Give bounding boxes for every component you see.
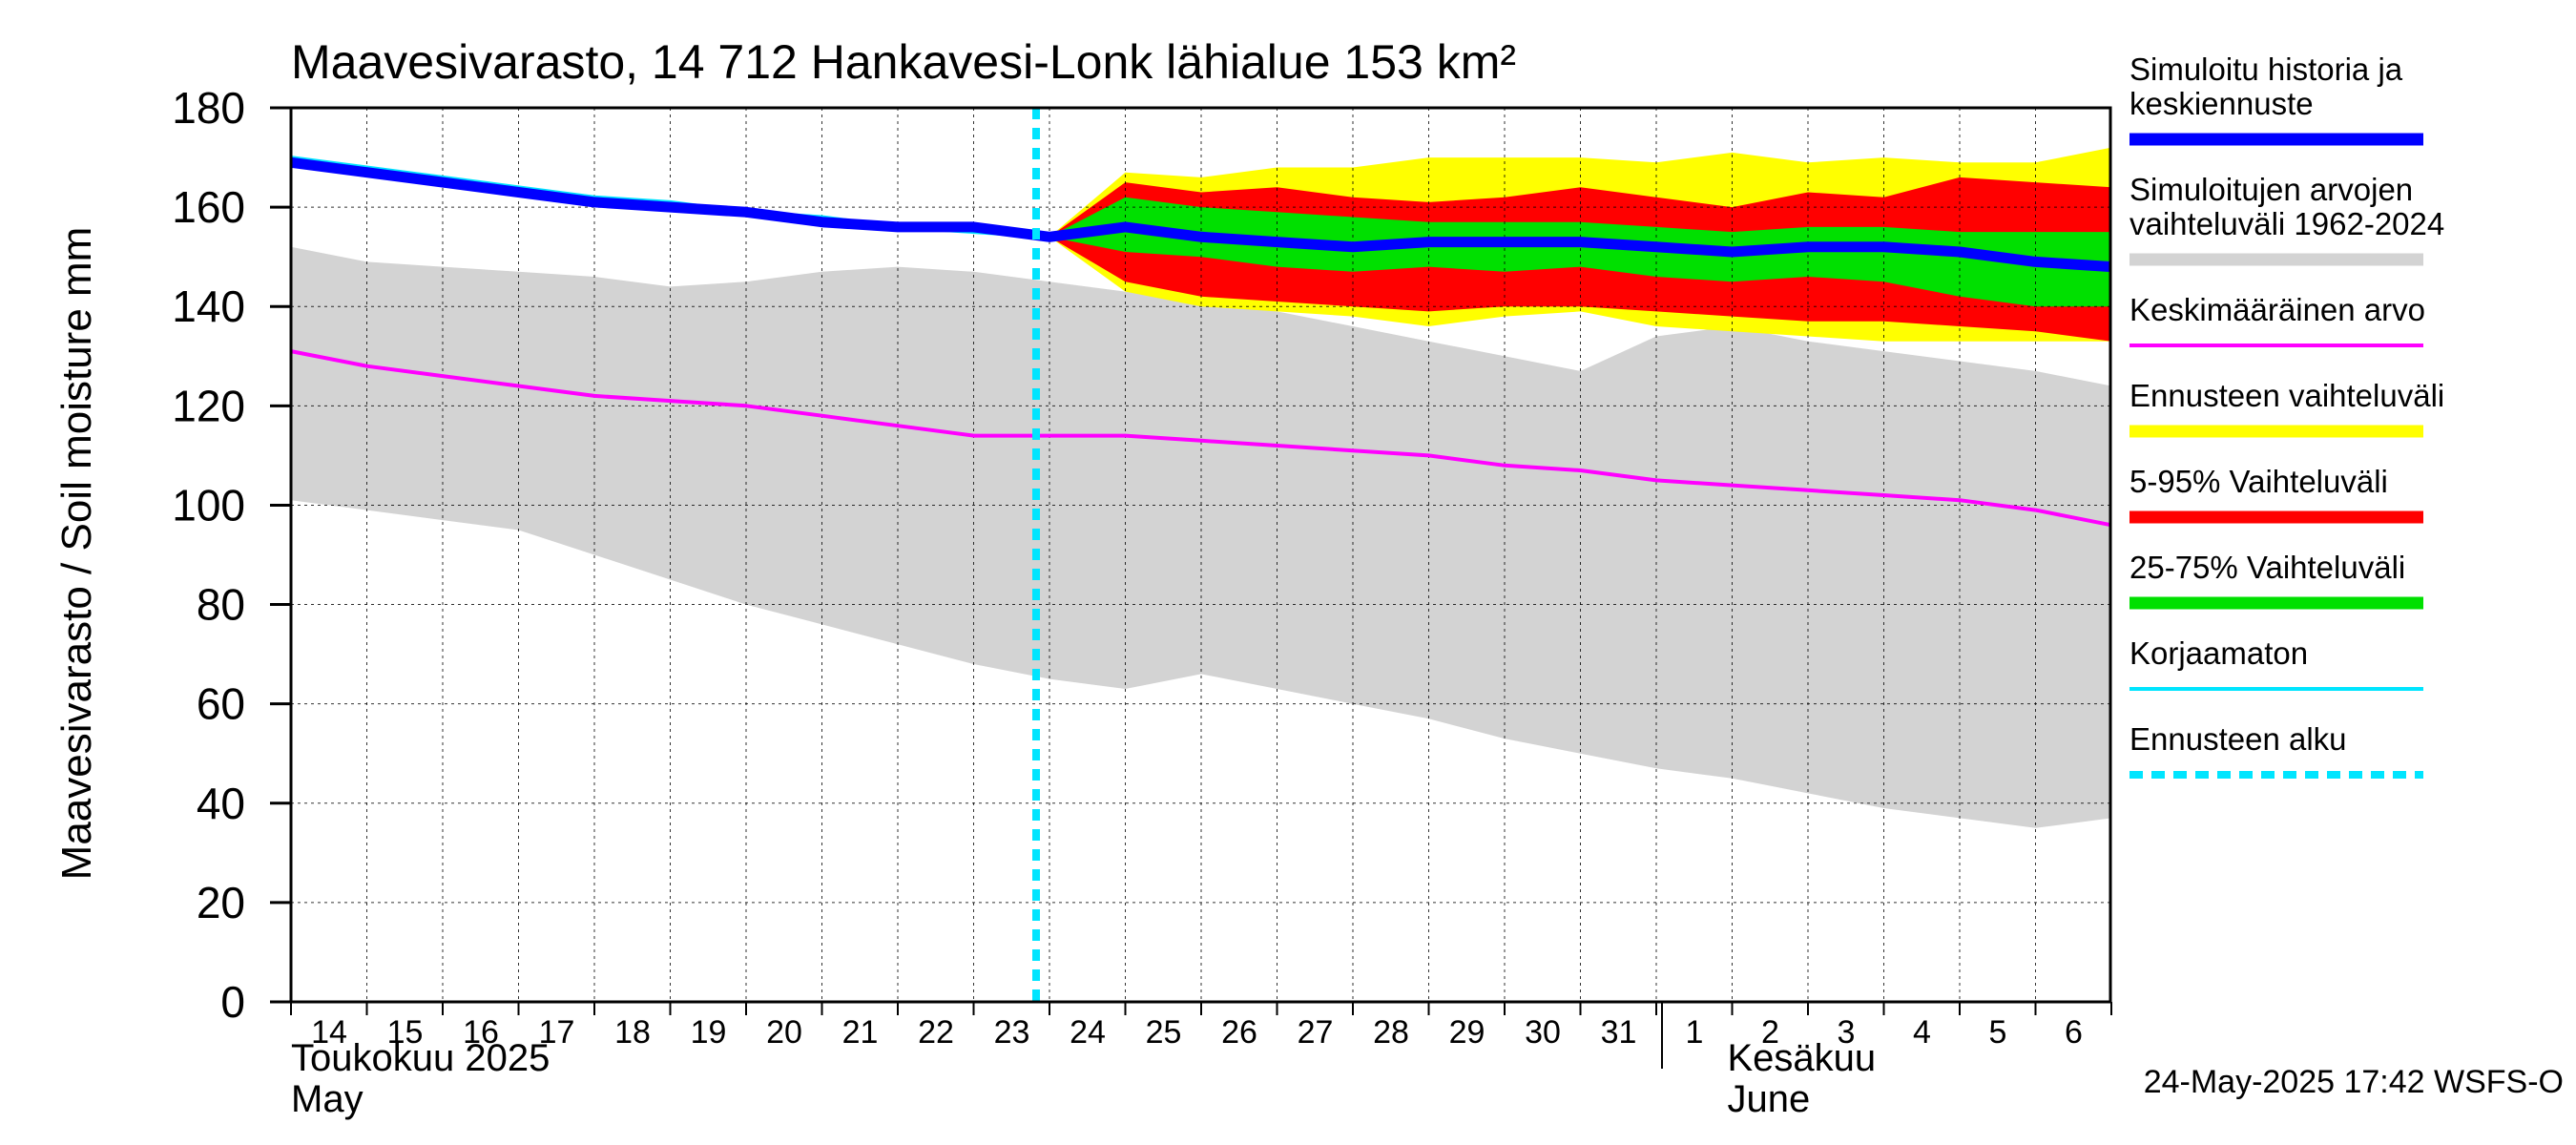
x-tick-label: 19 bbox=[691, 1014, 727, 1051]
x-tick-label: 15 bbox=[387, 1014, 424, 1051]
y-tick-label: 0 bbox=[220, 977, 245, 1027]
x-tick-label: 25 bbox=[1146, 1014, 1182, 1051]
y-tick-label: 100 bbox=[172, 480, 245, 530]
y-tick-label: 180 bbox=[172, 83, 245, 133]
y-tick-label: 140 bbox=[172, 281, 245, 331]
month-label: Kesäkuu bbox=[1728, 1037, 1877, 1079]
x-tick-label: 1 bbox=[1686, 1014, 1704, 1051]
legend-label: Korjaamaton bbox=[2129, 635, 2308, 671]
legend-label: Simuloitujen arvojen bbox=[2129, 172, 2413, 207]
x-tick-label: 22 bbox=[918, 1014, 954, 1051]
y-axis-label: Maavesivarasto / Soil moisture mm bbox=[53, 227, 100, 881]
x-tick-label: 18 bbox=[614, 1014, 651, 1051]
month-label: Toukokuu 2025 bbox=[291, 1037, 550, 1079]
x-tick-label: 28 bbox=[1373, 1014, 1409, 1051]
x-tick-label: 31 bbox=[1601, 1014, 1637, 1051]
series-line-0 bbox=[290, 349, 2112, 528]
x-tick-label: 23 bbox=[994, 1014, 1030, 1051]
y-tick-label: 80 bbox=[197, 580, 245, 630]
y-tick-label: 60 bbox=[197, 679, 245, 729]
y-tick-label: 40 bbox=[197, 779, 245, 828]
x-tick-label: 6 bbox=[2065, 1014, 2083, 1051]
legend-label: keskiennuste bbox=[2129, 86, 2314, 121]
legend-label: vaihteluväli 1962-2024 bbox=[2129, 206, 2444, 241]
x-tick-label: 29 bbox=[1449, 1014, 1485, 1051]
month-label-en: May bbox=[291, 1078, 364, 1120]
x-tick-label: 2 bbox=[1761, 1014, 1779, 1051]
legend-label: Keskimääräinen arvo bbox=[2129, 292, 2425, 327]
y-tick-label: 120 bbox=[172, 381, 245, 430]
legend-label: 5-95% Vaihteluväli bbox=[2129, 464, 2388, 499]
legend-label: 25-75% Vaihteluväli bbox=[2129, 550, 2405, 585]
x-tick-label: 16 bbox=[463, 1014, 499, 1051]
x-tick-label: 3 bbox=[1838, 1014, 1856, 1051]
x-tick-label: 27 bbox=[1298, 1014, 1334, 1051]
x-tick-label: 17 bbox=[539, 1014, 575, 1051]
line-layer bbox=[290, 156, 2112, 528]
x-tick-label: 30 bbox=[1525, 1014, 1561, 1051]
x-tick-label: 21 bbox=[842, 1014, 879, 1051]
series-line-2 bbox=[290, 156, 2112, 273]
chart-title: Maavesivarasto, 14 712 Hankavesi-Lonk lä… bbox=[291, 35, 1516, 89]
x-tick-label: 14 bbox=[311, 1014, 347, 1051]
y-tick-label: 160 bbox=[172, 182, 245, 232]
x-tick-label: 4 bbox=[1913, 1014, 1931, 1051]
timestamp: 24-May-2025 17:42 WSFS-O bbox=[2144, 1064, 2564, 1100]
x-tick-label: 20 bbox=[766, 1014, 802, 1051]
legend-label: Ennusteen vaihteluväli bbox=[2129, 378, 2444, 413]
band-3 bbox=[1049, 197, 2111, 307]
y-tick-label: 20 bbox=[197, 878, 245, 927]
legend-label: Simuloitu historia ja bbox=[2129, 52, 2403, 87]
x-tick-label: 24 bbox=[1070, 1014, 1106, 1051]
x-tick-label: 26 bbox=[1221, 1014, 1257, 1051]
x-tick-label: 5 bbox=[1989, 1014, 2007, 1051]
legend-label: Ennusteen alku bbox=[2129, 721, 2347, 757]
month-label-en: June bbox=[1728, 1078, 1811, 1120]
